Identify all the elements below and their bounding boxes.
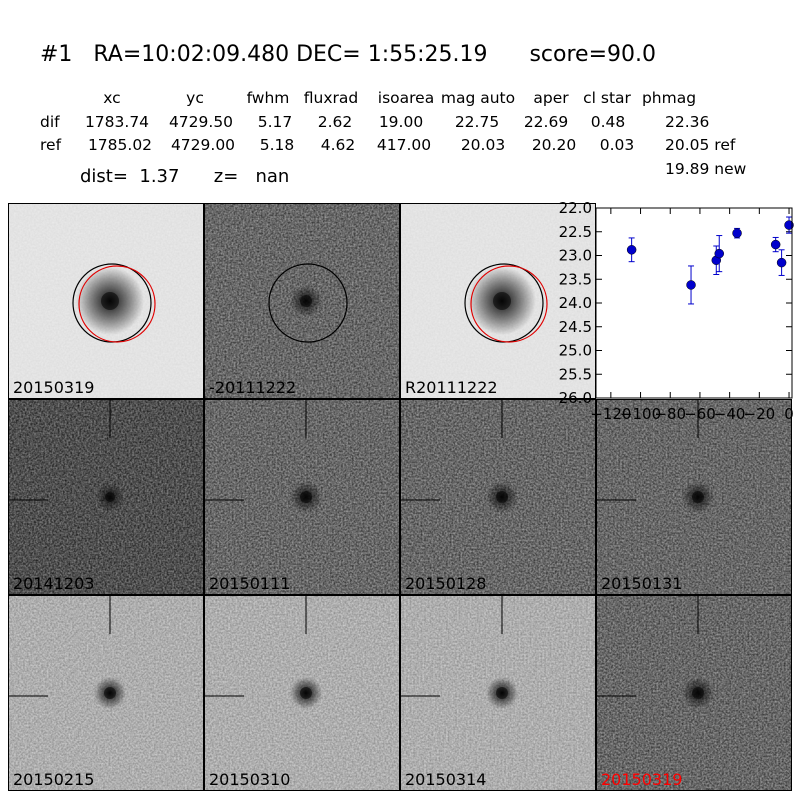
ref-fwhm: 5.18: [259, 136, 295, 154]
cutout-panel: 20150319: [8, 203, 204, 399]
col-header-yc: yc: [186, 89, 204, 107]
source-core: [105, 492, 115, 502]
dif-phmag: 22.36: [665, 113, 710, 131]
cutout-panel: 20150314: [400, 595, 596, 791]
y-tick-label: 26.0: [559, 389, 592, 407]
cutout-date-label: 20150131: [601, 574, 683, 593]
source-core: [300, 491, 312, 503]
dif-yc: 4729.50: [168, 113, 234, 131]
x-tick-label: −120: [590, 405, 631, 423]
source-core: [300, 687, 312, 699]
ref-isoarea: 417.00: [376, 136, 432, 154]
data-point: [714, 248, 724, 259]
cutout-date-label: 20150111: [209, 574, 291, 593]
source-core: [104, 687, 116, 699]
x-tick-label: 0: [784, 405, 794, 423]
y-tick-label: 22.5: [559, 223, 592, 241]
cutout-panel: 20150215: [8, 595, 204, 791]
cutout-panel: 20141203: [8, 399, 204, 595]
source-core: [493, 292, 511, 310]
col-header-fwhm: fwhm: [246, 89, 290, 107]
x-tick-label: −40: [714, 405, 746, 423]
ref-xc: 1785.02: [87, 136, 153, 154]
cutout-date-label: 20141203: [13, 574, 95, 593]
cutout-date-label: 20150319: [13, 378, 95, 397]
x-tick-label: −20: [744, 405, 776, 423]
aperture-circle-black: [268, 263, 348, 343]
plot-background: [596, 208, 792, 398]
col-header-phmag: phmag: [641, 89, 697, 107]
col-header-clstar: cl star: [583, 89, 631, 107]
cutout-panel: 20150128: [400, 399, 596, 595]
cutout-date-label: 20150319: [601, 770, 683, 789]
row-label-ref: ref: [40, 136, 62, 154]
y-tick-label: 23.0: [559, 247, 592, 265]
dif-fwhm: 5.17: [257, 113, 293, 131]
y-tick-label: 24.0: [559, 294, 592, 312]
data-point: [770, 239, 781, 250]
candidate-title: #1 RA=10:02:09.480 DEC= 1:55:25.19 score…: [40, 42, 656, 67]
col-header-magauto: mag auto: [440, 89, 516, 107]
ref-aper: 20.20: [531, 136, 577, 154]
data-point: [776, 257, 787, 268]
source-core: [300, 295, 312, 307]
col-header-xc: xc: [103, 89, 121, 107]
row-label-dif: dif: [40, 113, 60, 131]
data-point: [626, 245, 637, 255]
cutout-date-label: 20150314: [405, 770, 487, 789]
data-point: [784, 220, 794, 230]
cutout-panel: 20150310: [204, 595, 400, 791]
col-header-aper: aper: [533, 89, 569, 107]
dif-isoarea: 19.00: [378, 113, 424, 131]
cutout-date-label: R20111222: [405, 378, 498, 397]
dif-aper: 22.69: [523, 113, 569, 131]
source-core: [692, 687, 704, 699]
ref-yc: 4729.00: [170, 136, 236, 154]
cutout-panel: R20111222: [400, 203, 596, 399]
ref-fluxrad: 4.62: [320, 136, 356, 154]
dif-magauto: 22.75: [454, 113, 500, 131]
cutout-date-label: 20150310: [209, 770, 291, 789]
dif-xc: 1783.74: [84, 113, 150, 131]
new-phmag: 19.89 new: [665, 160, 747, 178]
source-core: [496, 687, 508, 699]
y-tick-label: 22.0: [559, 199, 592, 217]
cutout-panel: -20111222: [204, 203, 400, 399]
ref-phmag: 20.05 ref: [665, 136, 736, 154]
source-core: [101, 292, 119, 310]
ref-magauto: 20.03: [460, 136, 506, 154]
cutout-date-label: -20111222: [209, 378, 297, 397]
dif-fluxrad: 2.62: [317, 113, 353, 131]
aperture-circle-red: [470, 265, 548, 343]
y-tick-label: 24.5: [559, 318, 592, 336]
data-point: [686, 280, 696, 290]
col-header-isoarea: isoarea: [377, 89, 435, 107]
x-tick-label: −80: [654, 405, 686, 423]
x-tick-label: −100: [620, 405, 661, 423]
y-tick-label: 23.5: [559, 270, 592, 288]
cutout-panel: 20150319: [596, 595, 792, 791]
source-core: [692, 491, 704, 503]
cutout-date-label: 20150128: [405, 574, 487, 593]
data-point: [732, 228, 742, 238]
ref-clstar: 0.03: [599, 136, 635, 154]
x-tick-label: −60: [684, 405, 716, 423]
cutout-panel: 20150131: [596, 399, 792, 595]
y-tick-label: 25.0: [559, 342, 592, 360]
col-header-fluxrad: fluxrad: [303, 89, 359, 107]
plot-frame: [595, 207, 793, 399]
cutout-date-label: 20150215: [13, 770, 95, 789]
dif-clstar: 0.48: [590, 113, 626, 131]
aperture-circle-red: [78, 265, 156, 343]
cutout-panel: 20150111: [204, 399, 400, 595]
dist-z-line: dist= 1.37 z= nan: [80, 166, 290, 187]
source-core: [496, 491, 508, 503]
y-tick-label: 25.5: [559, 365, 592, 383]
